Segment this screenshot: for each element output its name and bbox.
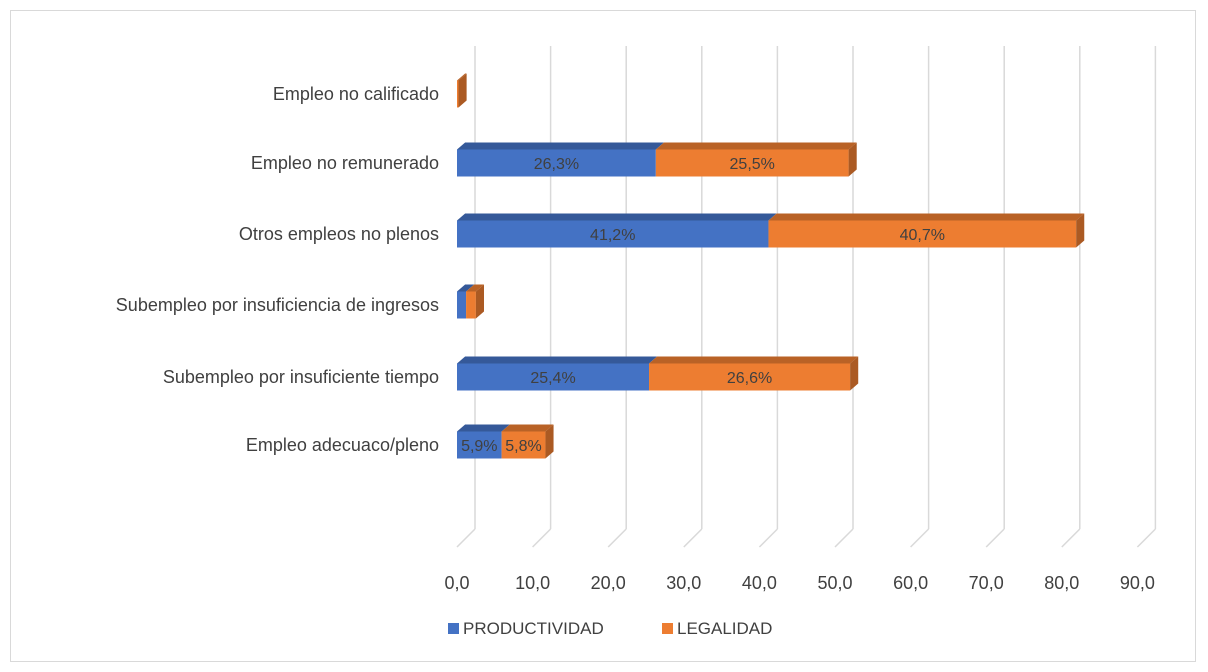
x-tick-label: 90,0 <box>1120 573 1155 593</box>
data-label: 26,3% <box>534 156 579 173</box>
gridline-floor <box>1136 528 1156 548</box>
x-tick-label: 0,0 <box>444 573 469 593</box>
x-tick-label: 10,0 <box>515 573 550 593</box>
x-tick-label: 30,0 <box>666 573 701 593</box>
bar-productividad <box>457 284 475 319</box>
category-label: Subempleo por insuficiencia de ingresos <box>116 295 439 315</box>
bar-side-face <box>475 284 484 319</box>
legend-label: LEGALIDAD <box>677 619 772 638</box>
bar-legalidad <box>655 142 857 177</box>
bars <box>457 73 1085 459</box>
data-label: 41,2% <box>590 227 635 244</box>
bar-legalidad <box>457 73 467 108</box>
bar-legalidad <box>768 213 1085 248</box>
legend-label: PRODUCTIVIDAD <box>463 619 604 638</box>
bar-productividad <box>457 213 777 248</box>
legend-swatch <box>448 623 459 634</box>
category-label: Subempleo por insuficiente tiempo <box>163 367 439 387</box>
x-tick-label: 50,0 <box>817 573 852 593</box>
data-label: 5,9% <box>461 438 497 455</box>
gridline-floor <box>985 528 1005 548</box>
category-label: Empleo no calificado <box>273 84 439 104</box>
legend-swatch <box>662 623 673 634</box>
chart-frame: 5,9% 5,8% 25,4% 26,6% 41,2% 40,7% 26,3% 25,5% E… <box>10 10 1196 662</box>
x-tick-label: 60,0 <box>893 573 928 593</box>
legend-item: LEGALIDAD <box>662 619 772 638</box>
gridline-floor <box>456 528 476 548</box>
x-tick-label: 40,0 <box>742 573 777 593</box>
bar-side-face <box>1076 213 1085 248</box>
data-labels: 5,9% 5,8% 25,4% 26,6% 41,2% 40,7% 26,3% 25,5% <box>461 156 945 455</box>
gridline-floor <box>683 528 703 548</box>
data-label: 40,7% <box>900 227 945 244</box>
bar-side-face <box>458 73 467 108</box>
category-label: Otros empleos no plenos <box>239 224 439 244</box>
bar-productividad <box>457 424 510 459</box>
data-label: 25,5% <box>730 156 775 173</box>
data-label: 26,6% <box>727 370 772 387</box>
bar-side-face <box>545 424 554 459</box>
legend: PRODUCTIVIDAD LEGALIDAD <box>448 619 772 638</box>
bar-productividad <box>457 142 664 177</box>
gridline-floor <box>607 528 627 548</box>
stacked-bar-chart: 5,9% 5,8% 25,4% 26,6% 41,2% 40,7% 26,3% 25,5% E… <box>116 46 1157 638</box>
bar-side-face <box>850 356 859 391</box>
category-label: Empleo adecuaco/pleno <box>246 435 439 455</box>
x-tick-label: 80,0 <box>1044 573 1079 593</box>
x-tick-label: 20,0 <box>591 573 626 593</box>
x-tick-labels: 0,0 10,0 20,0 30,0 40,0 50,0 60,0 70,0 80,0 90,0 <box>444 573 1154 593</box>
x-tick-label: 70,0 <box>969 573 1004 593</box>
gridline-floor <box>1061 528 1081 548</box>
gridline-floor <box>532 528 552 548</box>
category-label: Empleo no remunerado <box>251 153 439 173</box>
category-labels: Empleo adecuaco/pleno Subempleo por insuf… <box>116 84 439 455</box>
bar-legalidad <box>466 284 484 319</box>
bar-side-face <box>848 142 857 177</box>
data-label: 5,8% <box>505 438 541 455</box>
gridline-floor <box>758 528 778 548</box>
legend-item: PRODUCTIVIDAD <box>448 619 604 638</box>
gridline-floor <box>834 528 854 548</box>
bar-legalidad <box>501 424 554 459</box>
gridline-floor <box>910 528 930 548</box>
bar-legalidad <box>649 356 859 391</box>
bar-productividad <box>457 356 658 391</box>
gridlines <box>456 46 1157 548</box>
data-label: 25,4% <box>530 370 575 387</box>
